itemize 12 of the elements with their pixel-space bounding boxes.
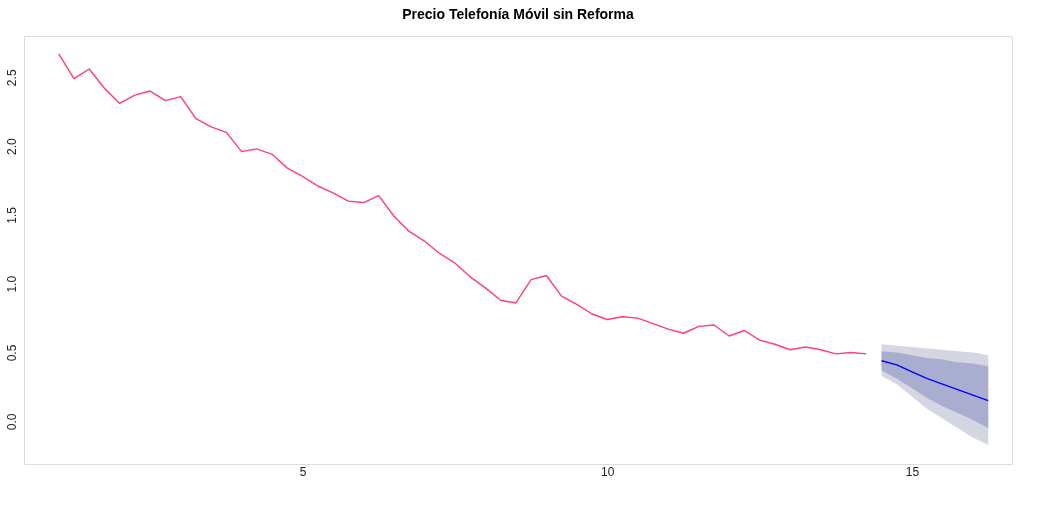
x-tick-label: 15 [905,464,920,479]
line-series [58,53,868,355]
y-tick-label: 2.5 [4,69,19,87]
line-series [880,360,989,402]
x-tick-label: 5 [299,464,307,479]
y-tick-label: 0.5 [4,344,19,362]
chart-title: Precio Telefonía Móvil sin Reforma [402,6,634,22]
x-tick-label: 10 [601,464,615,479]
y-tick-label: 1.0 [4,275,19,293]
y-tick-label: 2.0 [4,137,19,155]
y-tick-label: 0.0 [4,413,19,431]
y-tick-label: 1.5 [4,206,19,224]
